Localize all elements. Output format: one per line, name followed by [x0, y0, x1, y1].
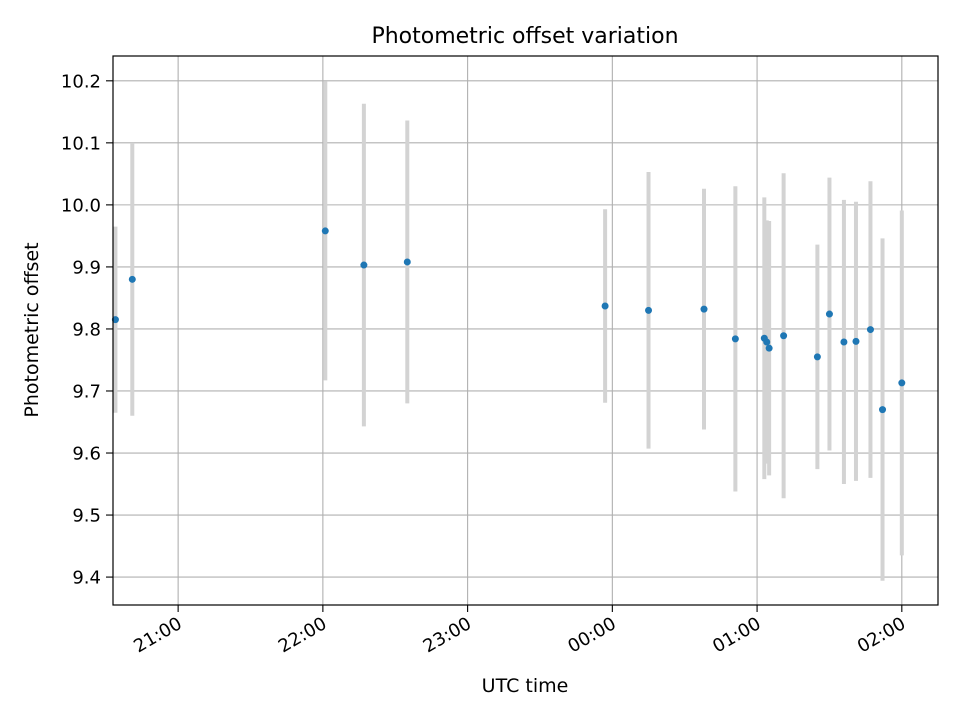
- data-point: [763, 338, 771, 346]
- y-tick-label: 9.8: [72, 319, 101, 340]
- x-axis-label: UTC time: [482, 675, 569, 697]
- data-point: [321, 227, 329, 235]
- plot-frame: [112, 55, 939, 606]
- data-point: [731, 335, 739, 343]
- data-point: [700, 305, 708, 313]
- y-tick-label: 9.6: [72, 444, 101, 465]
- chart-title: Photometric offset variation: [371, 24, 678, 49]
- point-layer: [111, 227, 906, 414]
- data-point: [111, 316, 119, 324]
- data-point: [645, 306, 653, 314]
- data-point: [840, 338, 848, 346]
- y-tick-label: 9.7: [72, 381, 101, 402]
- y-tick-label: 9.4: [72, 568, 101, 589]
- data-point: [128, 275, 136, 283]
- data-point: [360, 261, 368, 269]
- y-tick-label: 10.2: [61, 71, 101, 92]
- data-point: [825, 310, 833, 318]
- data-point: [601, 302, 609, 310]
- data-point: [866, 326, 874, 334]
- data-point: [780, 332, 788, 340]
- data-point: [879, 406, 887, 414]
- data-point: [765, 344, 773, 352]
- y-tick-label: 10.1: [61, 133, 101, 154]
- data-point: [852, 337, 860, 345]
- y-tick-label: 9.5: [72, 506, 101, 527]
- data-point: [403, 258, 411, 266]
- data-point: [813, 353, 821, 361]
- y-tick-label: 10.0: [61, 195, 101, 216]
- y-axis-label: Photometric offset: [21, 242, 43, 417]
- data-point: [898, 379, 906, 387]
- y-tick-label: 9.9: [72, 257, 101, 278]
